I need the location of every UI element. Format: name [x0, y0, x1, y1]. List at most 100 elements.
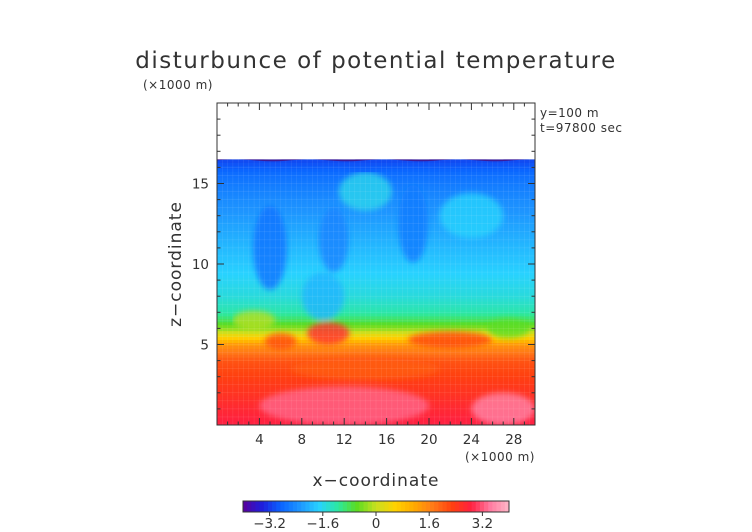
colorbar-segment	[305, 501, 310, 512]
colorbar-segment	[313, 501, 319, 512]
field-band	[217, 262, 535, 267]
field-band	[217, 218, 535, 222]
field-anomaly	[338, 172, 392, 211]
field-anomaly	[318, 207, 349, 273]
temperature-anomalies	[232, 172, 535, 425]
colorbar-segment	[421, 501, 427, 512]
field-band	[217, 241, 535, 246]
y-unit-label: (×1000 m)	[143, 78, 213, 92]
field-anomaly	[291, 357, 440, 380]
colorbar-segment	[309, 501, 315, 512]
colorbar-segment	[301, 501, 306, 512]
colorbar-segment	[267, 501, 273, 512]
colorbar-segment	[488, 501, 493, 512]
colorbar-segment	[400, 501, 406, 512]
colorbar-segment	[409, 501, 414, 512]
x-axis-label: x−coordinate	[313, 471, 440, 491]
colorbar-segment	[405, 501, 410, 512]
field-band	[217, 286, 535, 290]
colorbar-segment	[392, 501, 398, 512]
colorbar-segment	[359, 501, 364, 512]
field-band	[217, 330, 535, 335]
colorbar-segment	[334, 501, 339, 512]
field-band	[217, 230, 535, 234]
field-anomaly	[487, 318, 530, 339]
colorbar-segment	[417, 501, 423, 512]
field-band	[217, 265, 535, 270]
colorbar-segment	[446, 501, 452, 512]
colorbar-segment	[442, 501, 448, 512]
colorbar-segment	[425, 501, 431, 512]
field-band	[217, 309, 535, 314]
field-band	[217, 224, 535, 228]
field-band	[217, 168, 535, 172]
colorbar-segment	[484, 501, 489, 512]
field-band	[217, 289, 535, 293]
annotation-time: t=97800 sec	[540, 121, 622, 135]
colorbar-segment	[475, 501, 481, 512]
colorbar-tick-label: −3.2	[253, 516, 286, 532]
field-band	[217, 236, 535, 240]
colorbar-segment	[247, 501, 252, 512]
colorbar-segment	[504, 501, 510, 512]
field-band	[217, 233, 535, 237]
field-anomaly	[232, 310, 276, 331]
field-band	[217, 303, 535, 308]
field-band	[217, 250, 535, 255]
colorbar-segment	[479, 501, 485, 512]
field-anomaly	[471, 392, 535, 425]
colorbar-tick-label: −1.6	[306, 516, 339, 532]
field-band	[217, 342, 535, 346]
colorbar-segment	[492, 501, 497, 512]
colorbar-segment	[384, 501, 389, 512]
colorbar-segment	[450, 501, 456, 512]
colorbar-segment	[276, 501, 281, 512]
y-axis-label: z−coordinate	[166, 201, 186, 327]
colorbar-segment	[259, 501, 265, 512]
colorbar-segment	[284, 501, 290, 512]
field-band	[217, 268, 535, 273]
field-band	[217, 171, 535, 175]
colorbar-segment	[338, 501, 344, 512]
colorbar-segment	[355, 501, 360, 512]
field-band	[217, 239, 535, 243]
colorbar-segment	[292, 501, 298, 512]
colorbar-segment	[272, 501, 277, 512]
colorbar-segment	[454, 501, 460, 512]
field-grid	[217, 159, 535, 425]
x-tick-label: 8	[298, 432, 307, 448]
colorbar-segment	[326, 501, 331, 512]
domain-top-blank	[217, 103, 535, 160]
field-band	[217, 318, 535, 323]
colorbar-segment	[297, 501, 302, 512]
field-band	[217, 292, 535, 296]
colorbar-segment	[251, 501, 256, 512]
field-band	[217, 221, 535, 225]
colorbar-segment	[467, 501, 472, 512]
x-tick-label: 16	[378, 432, 395, 448]
field-band	[217, 295, 535, 299]
field-anomaly	[398, 185, 428, 263]
field-band	[217, 162, 535, 166]
field-band	[217, 277, 535, 281]
colorbar-segment	[330, 501, 335, 512]
field-band	[217, 215, 535, 219]
field-band	[217, 348, 535, 352]
colorbar-segment	[255, 501, 261, 512]
field-band	[217, 209, 535, 214]
axis-ticks: 4 8 12 16 20 24 28 5 10 15	[192, 103, 535, 448]
colorbar-segment	[434, 501, 439, 512]
colorbar-segment	[243, 501, 248, 512]
colorbar: −3.2 −1.6 0 1.6 3.2	[242, 500, 510, 532]
field-band	[217, 315, 535, 320]
x-unit-label: (×1000 m)	[465, 450, 535, 464]
chart-title: disturbunce of potential temperature	[135, 48, 617, 74]
colorbar-segment	[438, 501, 443, 512]
x-tick-label: 20	[420, 432, 437, 448]
field-band	[217, 345, 535, 349]
y-tick-label: 5	[200, 338, 209, 354]
field-band	[217, 312, 535, 317]
field-band	[217, 380, 535, 385]
field-band	[217, 259, 535, 264]
field-anomaly	[439, 193, 504, 239]
